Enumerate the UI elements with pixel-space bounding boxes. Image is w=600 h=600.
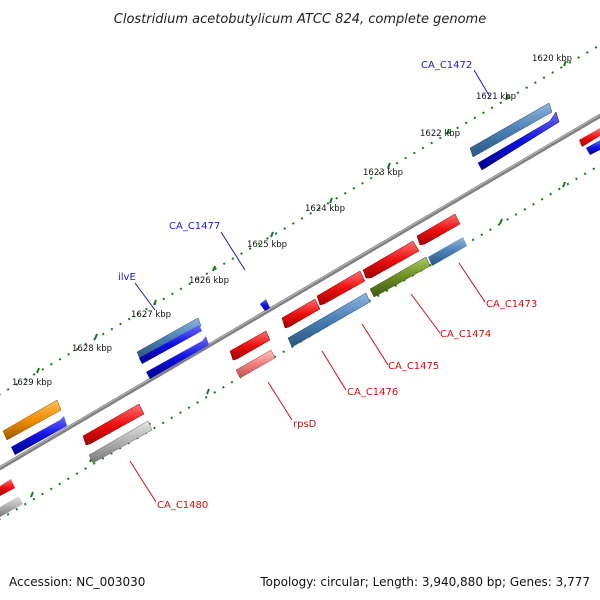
gene-ca-c1476-red-2[interactable] — [281, 298, 321, 329]
genome-backbone — [0, 113, 600, 471]
gene-left-orange[interactable] — [2, 399, 62, 441]
gene-ilve-cds-2[interactable] — [146, 336, 209, 379]
gene-label: CA_C1474 — [440, 329, 491, 340]
gene-ca-c1473[interactable] — [416, 213, 461, 246]
gene-ca-c1473-steel[interactable] — [428, 237, 467, 266]
gene-ca-c1476[interactable] — [287, 292, 371, 348]
gene-label: CA_C1476 — [347, 387, 398, 398]
map-title: Clostridium acetobutylicum ATCC 824, com… — [114, 12, 486, 27]
tick-label: 1623 kbp — [363, 168, 403, 178]
gene-ca-c1472[interactable] — [469, 102, 553, 158]
genome-summary-text: Topology: circular; Length: 3,940,880 bp… — [260, 575, 590, 589]
gene-label: rpsD — [293, 419, 317, 430]
accession-text: Accession: NC_003030 — [9, 575, 146, 589]
forward-strand-features — [2, 102, 600, 455]
gene-ca-c1480[interactable] — [88, 420, 153, 464]
gene-label: ilvE — [118, 272, 136, 283]
gene-label: CA_C1472 — [421, 60, 472, 71]
gene-label: CA_C1480 — [157, 500, 208, 511]
label-leaders — [129, 69, 491, 503]
gene-partial-left-gray[interactable] — [0, 496, 23, 517]
gene-label: CA_C1475 — [388, 361, 439, 372]
gene-ilve[interactable] — [136, 317, 202, 360]
gene-left-blue[interactable] — [11, 416, 67, 455]
gene-partial-right[interactable] — [579, 128, 600, 147]
tick-label: 1620 kbp — [532, 54, 572, 64]
gene-label: CA_C1473 — [486, 299, 537, 310]
tick-label: 1627 kbp — [131, 310, 171, 320]
gene-rpsd-red[interactable] — [229, 330, 271, 361]
gene-ilve-cds[interactable] — [139, 325, 202, 364]
gene-ca-c1472-cds[interactable] — [477, 111, 560, 171]
tick-label: 1629 kbp — [12, 378, 52, 388]
gene-ca-c1476-red[interactable] — [316, 270, 366, 306]
gene-ca-c1474[interactable] — [369, 256, 431, 298]
reverse-strand-features — [0, 213, 467, 517]
tick-label: 1624 kbp — [305, 204, 345, 214]
tick-label: 1621 kbp — [476, 92, 516, 102]
inner-tick-ring — [0, 164, 600, 521]
genome-backbone-highlight — [0, 114, 600, 468]
gene-partial-left-red[interactable] — [0, 479, 15, 496]
tick-label: 1622 kbp — [420, 129, 460, 139]
tick-label: 1625 kbp — [247, 240, 287, 250]
tick-label: 1628 kbp — [72, 344, 112, 354]
tick-label: 1626 kbp — [189, 276, 229, 286]
gene-rpsd[interactable] — [235, 349, 276, 379]
gene-ca-c1480-red[interactable] — [82, 403, 145, 446]
gene-ca-c1475[interactable] — [362, 240, 420, 279]
gene-ca-c1477[interactable] — [260, 299, 270, 311]
gene-partial-right-cds[interactable] — [586, 140, 600, 155]
gene-label: CA_C1477 — [169, 221, 220, 232]
